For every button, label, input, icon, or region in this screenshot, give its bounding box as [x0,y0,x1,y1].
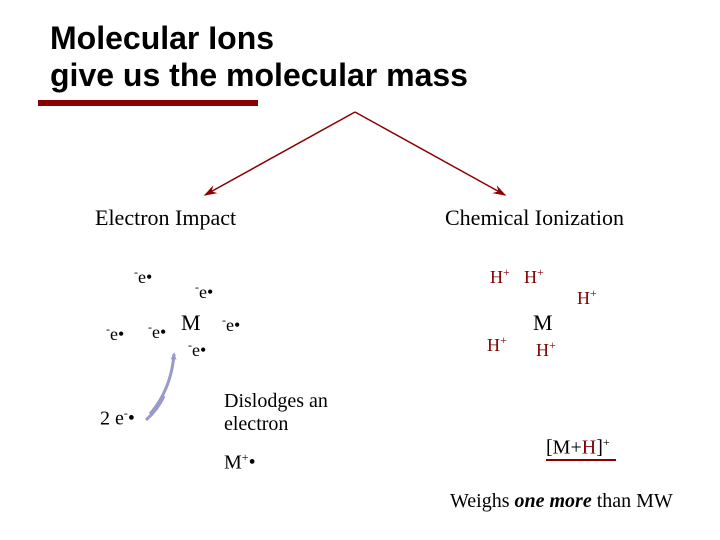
proton-1: H+ [490,265,510,288]
dislodge-line2: electron [224,413,288,435]
two-electrons: 2 e-• [100,406,135,431]
dislodge-arrow [150,354,174,414]
ci-product-underline [546,459,616,461]
proton-3: H+ [577,286,597,309]
dislodge-arrow-tail [146,396,164,420]
fork-arrow-left [205,112,355,195]
ci-product: [M+H]+ [546,435,610,460]
weighs-em: one more [515,490,592,512]
ci-molecule-m: M [533,310,553,336]
fork-arrow-right [355,112,505,195]
weighs-prefix: Weighs [450,490,515,512]
title-line2: give us the molecular mass [50,57,468,93]
weighs-text: Weighs one more than MW [450,490,673,513]
weighs-suffix: than MW [592,490,673,512]
electron-2: -e• [195,280,213,303]
ei-label: Electron Impact [95,205,236,231]
electron-4: -e• [148,320,166,343]
ei-molecule-m: M [181,310,201,336]
ei-product: M+• [224,450,256,475]
dislodge-line1: Dislodges an [224,390,328,412]
proton-2: H+ [524,265,544,288]
slide-title: Molecular Ions give us the molecular mas… [50,20,468,94]
ci-label: Chemical Ionization [445,205,624,231]
electron-3: -e• [106,322,124,345]
electron-1: -e• [134,265,152,288]
electron-6: -e• [188,338,206,361]
title-underline [38,100,258,106]
electron-5: -e• [222,313,240,336]
proton-4: H+ [487,333,507,356]
proton-5: H+ [536,338,556,361]
title-line1: Molecular Ions [50,20,274,56]
dislodge-annotation: Dislodges an electron [224,390,328,436]
